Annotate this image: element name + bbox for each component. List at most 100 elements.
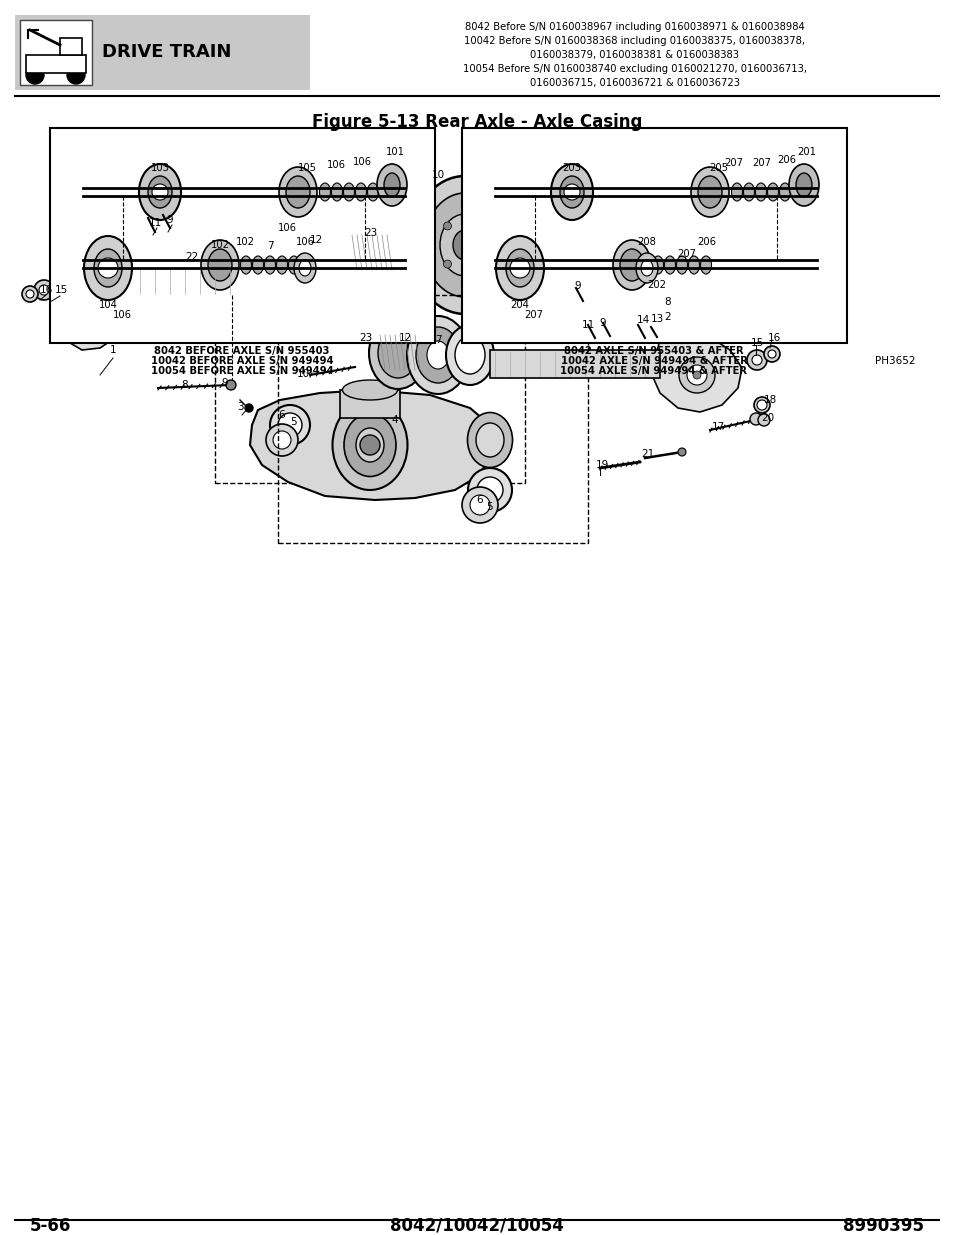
Circle shape [510, 258, 530, 278]
Ellipse shape [640, 261, 652, 275]
Bar [277, 295, 587, 543]
Text: 208: 208 [637, 237, 656, 247]
Ellipse shape [416, 327, 459, 383]
Text: 106: 106 [326, 161, 345, 170]
Polygon shape [52, 215, 138, 350]
Circle shape [152, 184, 168, 200]
Circle shape [266, 424, 297, 456]
Circle shape [98, 258, 118, 278]
Text: 8042 BEFORE AXLE S/N 955403: 8042 BEFORE AXLE S/N 955403 [154, 346, 330, 356]
Circle shape [26, 290, 34, 298]
Text: 202: 202 [647, 280, 666, 290]
Ellipse shape [148, 177, 172, 207]
Circle shape [563, 184, 579, 200]
Ellipse shape [453, 230, 476, 261]
Text: 102: 102 [211, 240, 230, 249]
Text: 16: 16 [39, 285, 52, 295]
Text: 23: 23 [364, 228, 377, 238]
Text: 20: 20 [760, 412, 774, 424]
Ellipse shape [690, 167, 728, 217]
Text: 201: 201 [797, 147, 816, 157]
Ellipse shape [278, 167, 316, 217]
Circle shape [186, 254, 193, 262]
Text: 206: 206 [697, 237, 716, 247]
Text: 12: 12 [398, 333, 411, 343]
Ellipse shape [410, 177, 519, 314]
Text: Figure 5-13 Rear Axle - Axle Casing: Figure 5-13 Rear Axle - Axle Casing [312, 112, 641, 131]
Circle shape [686, 366, 706, 385]
Ellipse shape [139, 164, 181, 220]
Text: 10: 10 [296, 369, 309, 379]
Text: 1: 1 [110, 345, 116, 354]
Ellipse shape [467, 412, 512, 468]
Bar [490, 350, 659, 378]
Ellipse shape [342, 380, 397, 400]
Text: 204: 204 [510, 300, 529, 310]
Text: 15: 15 [54, 285, 68, 295]
Text: 7: 7 [267, 241, 273, 251]
Text: 8042 AXLE S/N 955403 & AFTER: 8042 AXLE S/N 955403 & AFTER [563, 346, 743, 356]
Circle shape [107, 235, 117, 245]
Ellipse shape [355, 183, 366, 201]
Text: 10042 AXLE S/N 949494 & AFTER: 10042 AXLE S/N 949494 & AFTER [560, 356, 746, 366]
Text: 12: 12 [309, 235, 322, 245]
Bar [20, 20, 91, 85]
Text: 17: 17 [711, 422, 724, 432]
Ellipse shape [700, 256, 711, 274]
Text: 5: 5 [486, 501, 493, 513]
Ellipse shape [340, 216, 398, 288]
Bar [461, 128, 846, 343]
Circle shape [39, 285, 49, 295]
Ellipse shape [795, 173, 811, 198]
Ellipse shape [343, 183, 355, 201]
Text: 18: 18 [762, 395, 776, 405]
Circle shape [746, 350, 766, 370]
Circle shape [443, 261, 451, 268]
Ellipse shape [241, 228, 298, 301]
Text: 106: 106 [352, 157, 371, 167]
Circle shape [426, 241, 434, 249]
Text: 5: 5 [291, 417, 297, 427]
Circle shape [461, 487, 497, 522]
Circle shape [678, 448, 685, 456]
Circle shape [270, 405, 310, 445]
Ellipse shape [276, 256, 287, 274]
Circle shape [758, 414, 769, 426]
Circle shape [648, 327, 659, 337]
Ellipse shape [288, 256, 299, 274]
Ellipse shape [742, 183, 754, 201]
Circle shape [468, 468, 512, 513]
Ellipse shape [355, 429, 384, 462]
Ellipse shape [423, 193, 505, 296]
Ellipse shape [731, 183, 741, 201]
Ellipse shape [251, 241, 289, 289]
Text: 8042 Before S/N 0160038967 including 0160038971 & 0160038984: 8042 Before S/N 0160038967 including 016… [465, 22, 804, 32]
Circle shape [476, 477, 502, 503]
Circle shape [593, 308, 602, 317]
Ellipse shape [767, 183, 778, 201]
Ellipse shape [350, 227, 390, 277]
Circle shape [67, 65, 85, 84]
Text: 23: 23 [359, 333, 373, 343]
Bar [135, 268, 234, 296]
Circle shape [478, 222, 486, 230]
Circle shape [26, 65, 44, 84]
Circle shape [81, 278, 89, 287]
Ellipse shape [253, 256, 263, 274]
Ellipse shape [369, 317, 427, 389]
Text: 106: 106 [277, 224, 296, 233]
Ellipse shape [476, 424, 503, 457]
Text: 206: 206 [777, 156, 796, 165]
Text: 9: 9 [599, 317, 606, 329]
Ellipse shape [284, 221, 346, 299]
Ellipse shape [84, 236, 132, 300]
Text: 15: 15 [750, 338, 762, 348]
Circle shape [182, 249, 198, 266]
Text: DRIVE TRAIN: DRIVE TRAIN [102, 43, 232, 61]
Ellipse shape [688, 256, 699, 274]
Ellipse shape [201, 240, 239, 290]
Ellipse shape [298, 261, 311, 275]
Text: 106: 106 [112, 310, 132, 320]
Text: 207: 207 [524, 310, 543, 320]
Text: 6: 6 [476, 495, 483, 505]
